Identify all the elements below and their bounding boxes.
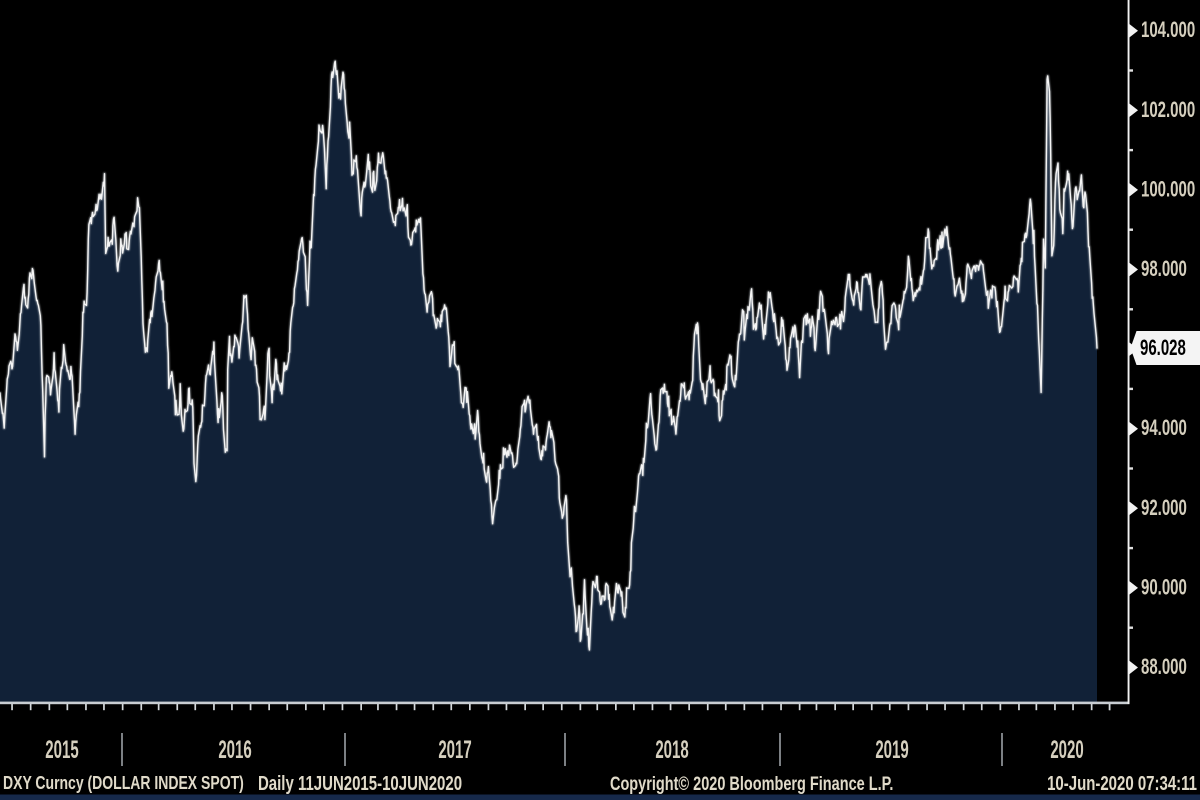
svg-text:104.000: 104.000 bbox=[1141, 18, 1195, 43]
svg-text:92.000: 92.000 bbox=[1141, 496, 1187, 521]
svg-text:2016: 2016 bbox=[218, 736, 251, 764]
svg-text:88.000: 88.000 bbox=[1141, 655, 1187, 680]
svg-text:102.000: 102.000 bbox=[1141, 98, 1195, 123]
svg-text:100.000: 100.000 bbox=[1141, 178, 1195, 203]
svg-text:DXY Curncy (DOLLAR INDEX SPOT): DXY Curncy (DOLLAR INDEX SPOT) bbox=[3, 772, 244, 794]
svg-text:Daily 11JUN2015-10JUN2020: Daily 11JUN2015-10JUN2020 bbox=[258, 772, 462, 795]
svg-text:98.000: 98.000 bbox=[1141, 257, 1187, 282]
svg-text:10-Jun-2020 07:34:11: 10-Jun-2020 07:34:11 bbox=[1047, 772, 1197, 795]
svg-text:96.028: 96.028 bbox=[1140, 336, 1186, 361]
svg-text:2019: 2019 bbox=[875, 736, 908, 764]
svg-text:2018: 2018 bbox=[655, 736, 688, 764]
svg-text:Copyright© 2020 Bloomberg Fina: Copyright© 2020 Bloomberg Finance L.P. bbox=[610, 772, 893, 795]
svg-text:90.000: 90.000 bbox=[1141, 576, 1187, 601]
svg-text:2020: 2020 bbox=[1050, 736, 1083, 764]
svg-text:94.000: 94.000 bbox=[1141, 416, 1187, 441]
svg-text:2015: 2015 bbox=[45, 736, 78, 764]
svg-text:2017: 2017 bbox=[438, 736, 471, 764]
